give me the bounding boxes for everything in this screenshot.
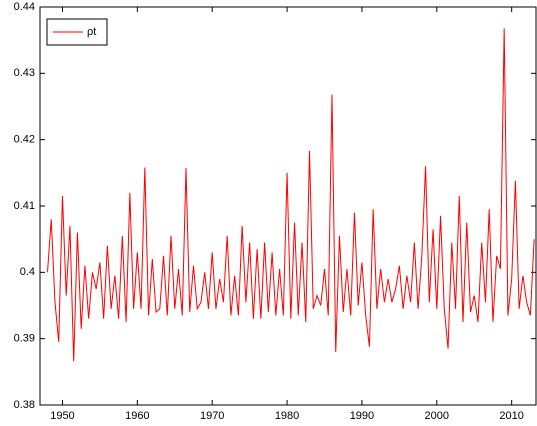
y-tick-label: 0.4	[20, 266, 35, 278]
x-tick-label: 1980	[275, 410, 299, 421]
x-tick-label: 1960	[125, 410, 149, 421]
y-tick-label: 0.44	[14, 1, 35, 13]
x-tick-label: 1950	[50, 410, 74, 421]
y-tick-label: 0.39	[14, 333, 35, 345]
x-tick-label: 1970	[200, 410, 224, 421]
y-tick-label: 0.41	[14, 200, 35, 212]
line-series	[46, 28, 535, 362]
y-tick-label: 0.43	[14, 67, 35, 79]
y-tick-label: 0.42	[14, 134, 35, 146]
x-tick-label: 1990	[350, 410, 374, 421]
y-tick-label: 0.38	[14, 399, 35, 411]
x-tick-label: 2000	[425, 410, 449, 421]
legend-label: ρt	[87, 26, 96, 38]
x-tick-label: 2010	[499, 410, 523, 421]
